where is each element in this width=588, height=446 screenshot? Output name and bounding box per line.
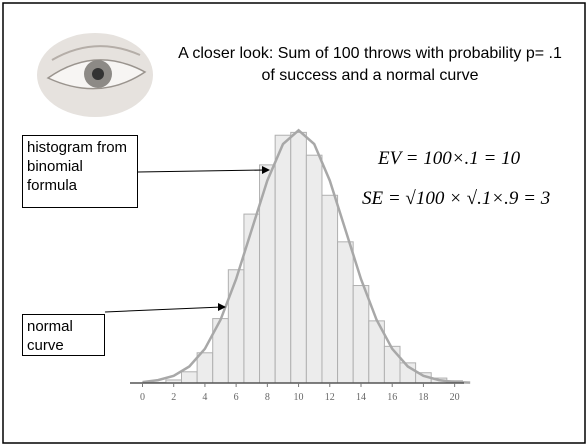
bar (321, 194, 339, 384)
eye-image (37, 33, 153, 117)
arrowhead (262, 166, 270, 174)
x-tick-label: 8 (265, 392, 270, 403)
x-tick-label: 4 (202, 392, 207, 403)
bar (337, 241, 354, 384)
bar (181, 371, 198, 384)
bar (274, 134, 292, 384)
x-tick-label: 18 (418, 392, 428, 403)
bar (383, 345, 401, 384)
annotation-box: normal curve (22, 314, 105, 356)
slide-title: A closer look: Sum of 100 throws with pr… (178, 45, 562, 84)
x-tick-label: 0 (140, 392, 145, 403)
x-tick-label: 14 (356, 392, 366, 403)
formula: EV = 100×.1 = 10 (378, 148, 521, 169)
bar (196, 352, 214, 384)
bar (305, 154, 323, 384)
x-tick-label: 20 (450, 392, 460, 403)
bar (290, 131, 307, 384)
bar (352, 285, 370, 384)
arrow (104, 306, 223, 313)
arrow (137, 169, 267, 173)
normal-curve (142, 128, 471, 384)
x-tick-label: 2 (171, 392, 176, 403)
bar (227, 269, 245, 384)
arrowhead (218, 303, 226, 311)
x-tick-label: 16 (387, 392, 397, 403)
formula: SE = √100 × √.1×.9 = 3 (362, 188, 551, 209)
x-tick-label: 6 (234, 392, 239, 403)
bar (243, 213, 261, 384)
x-tick-label: 12 (325, 392, 335, 403)
x-tick-label: 10 (294, 392, 304, 403)
annotation-box: histogram from binomial formula (22, 135, 138, 208)
